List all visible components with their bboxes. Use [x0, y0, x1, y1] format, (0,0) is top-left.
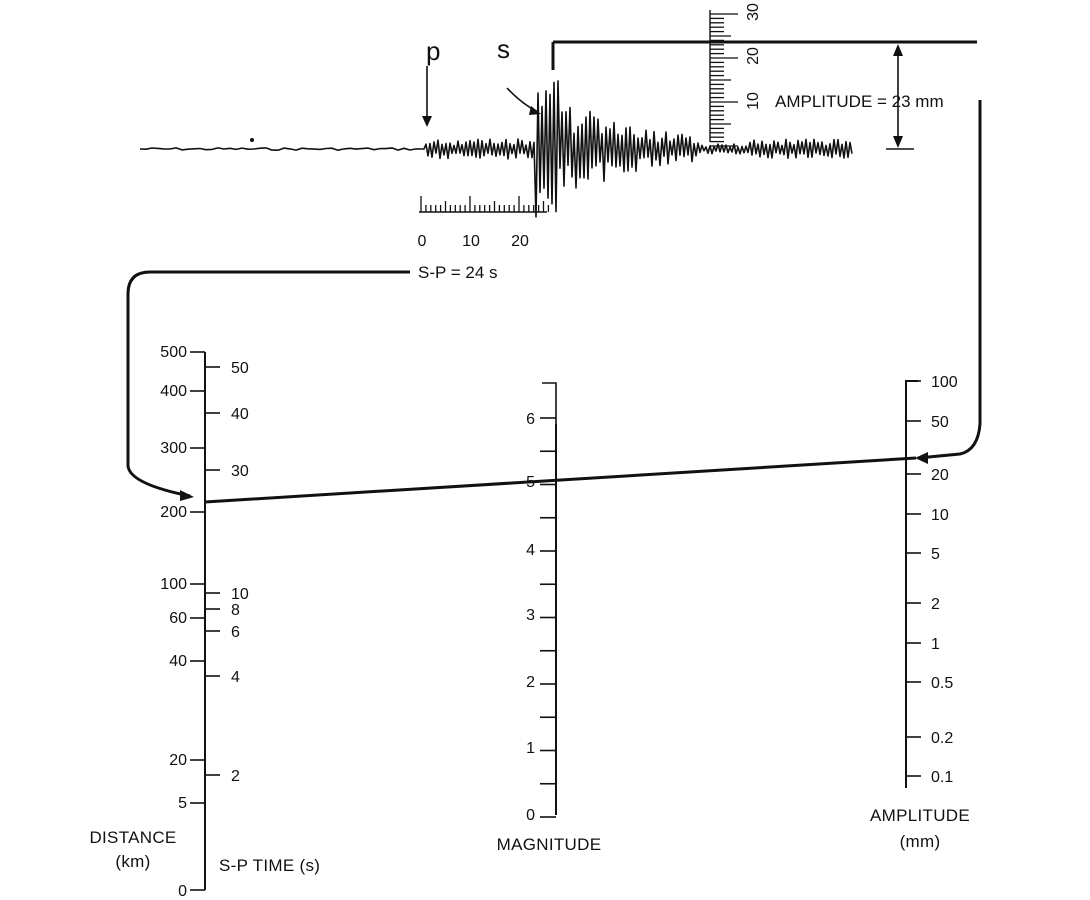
amplitude-tick-label: 2	[931, 596, 940, 613]
magnitude-ticks	[540, 417, 556, 818]
reading-connectors	[126, 100, 982, 504]
magnitude-tick-label: 3	[526, 607, 535, 624]
distance-title: DISTANCE	[89, 828, 176, 847]
magnitude-tick-label: 4	[526, 542, 535, 559]
amp-ruler-tick-label: 10	[745, 92, 762, 110]
distance-tick-label: 5	[178, 795, 187, 812]
magnitude-tick-label: 2	[526, 674, 535, 691]
sp-annotation: S-P = 24 s	[418, 263, 498, 282]
amplitude-title: AMPLITUDE	[870, 806, 970, 825]
distance-tick-label: 40	[169, 653, 187, 670]
amplitude-tick-label: 1	[931, 636, 940, 653]
distance-tick-label: 300	[160, 440, 187, 457]
sp-tick-label: 6	[231, 624, 240, 641]
distance-unit: (km)	[115, 852, 150, 871]
p-arrow-head	[422, 116, 432, 127]
magnitude-tick-label: 6	[526, 411, 535, 428]
dimension-arrow-down	[893, 136, 903, 148]
distance-sp-axis: 500 400 300 200 100 60 40 20 5 0 50 40 3…	[89, 344, 320, 900]
amplitude-axis-line	[905, 380, 918, 788]
time-tick-label: 0	[418, 233, 427, 250]
seismogram-trace	[139, 80, 853, 218]
amplitude-tick-label: 0.2	[931, 730, 953, 747]
s-arrow-head	[529, 106, 541, 115]
amplitude-annotation: AMPLITUDE = 23 mm	[775, 92, 944, 111]
nomogram-reading-line	[204, 456, 917, 504]
amplitude-to-scale-connector	[917, 100, 982, 460]
amplitude-scale-ruler	[709, 10, 738, 147]
amplitude-tick-label: 10	[931, 507, 949, 524]
distance-tick-label: 500	[160, 344, 187, 361]
sp-tick-label: 2	[231, 768, 240, 785]
time-tick-label: 20	[511, 233, 529, 250]
magnitude-tick-label: 1	[526, 740, 535, 757]
sp-tick-label: 10	[231, 586, 249, 603]
magnitude-axis: 6 5 4 3 2 1 0 MAGNITUDE	[497, 382, 602, 854]
magnitude-title: MAGNITUDE	[497, 835, 602, 854]
amplitude-unit: (mm)	[900, 832, 941, 851]
s-label: s	[497, 34, 510, 64]
distance-tick-label: 0	[178, 883, 187, 900]
sp-to-distance-connector	[126, 270, 410, 498]
sp-tick-label: 8	[231, 602, 240, 619]
distance-tick-label: 60	[169, 610, 187, 627]
magnitude-tick-label: 0	[526, 807, 535, 824]
connector-arrow-amplitude	[915, 452, 928, 464]
time-scale-ruler	[419, 196, 550, 213]
amplitude-tick-label: 0.1	[931, 769, 953, 786]
seismogram: p s 0 10 20 10 20 30 AMPLITUDE = 23 mm S…	[139, 3, 977, 282]
amplitude-tick-label: 100	[931, 374, 958, 391]
distance-tick-label: 400	[160, 383, 187, 400]
distance-tick-label: 20	[169, 752, 187, 769]
magnitude-tick-label: 5	[526, 474, 535, 491]
magnitude-axis-top-bracket	[542, 382, 557, 424]
sp-tick-label: 30	[231, 463, 249, 480]
sp-tick-label: 40	[231, 406, 249, 423]
amplitude-ticks	[906, 380, 921, 777]
amp-ruler-tick-label: 30	[745, 3, 762, 21]
amplitude-axis: 100 50 20 10 5 2 1 0.5 0.2 0.1 AMPLITUDE…	[870, 374, 970, 851]
distance-tick-label: 100	[160, 576, 187, 593]
amp-ruler-tick-label: 20	[745, 47, 762, 65]
sp-time-title: S-P TIME (s)	[219, 856, 320, 875]
amplitude-tick-label: 5	[931, 546, 940, 563]
sp-tick-label: 50	[231, 360, 249, 377]
amplitude-tick-label: 50	[931, 414, 949, 431]
amplitude-tick-label: 20	[931, 467, 949, 484]
amplitude-tick-label: 0.5	[931, 675, 953, 692]
trace-dot	[250, 138, 254, 142]
dimension-arrow-up	[893, 44, 903, 56]
time-tick-label: 10	[462, 233, 480, 250]
connector-arrow-distance	[180, 490, 194, 501]
distance-tick-label: 200	[160, 504, 187, 521]
sp-tick-label: 4	[231, 669, 240, 686]
distance-ticks	[190, 351, 220, 891]
p-label: p	[426, 36, 440, 66]
